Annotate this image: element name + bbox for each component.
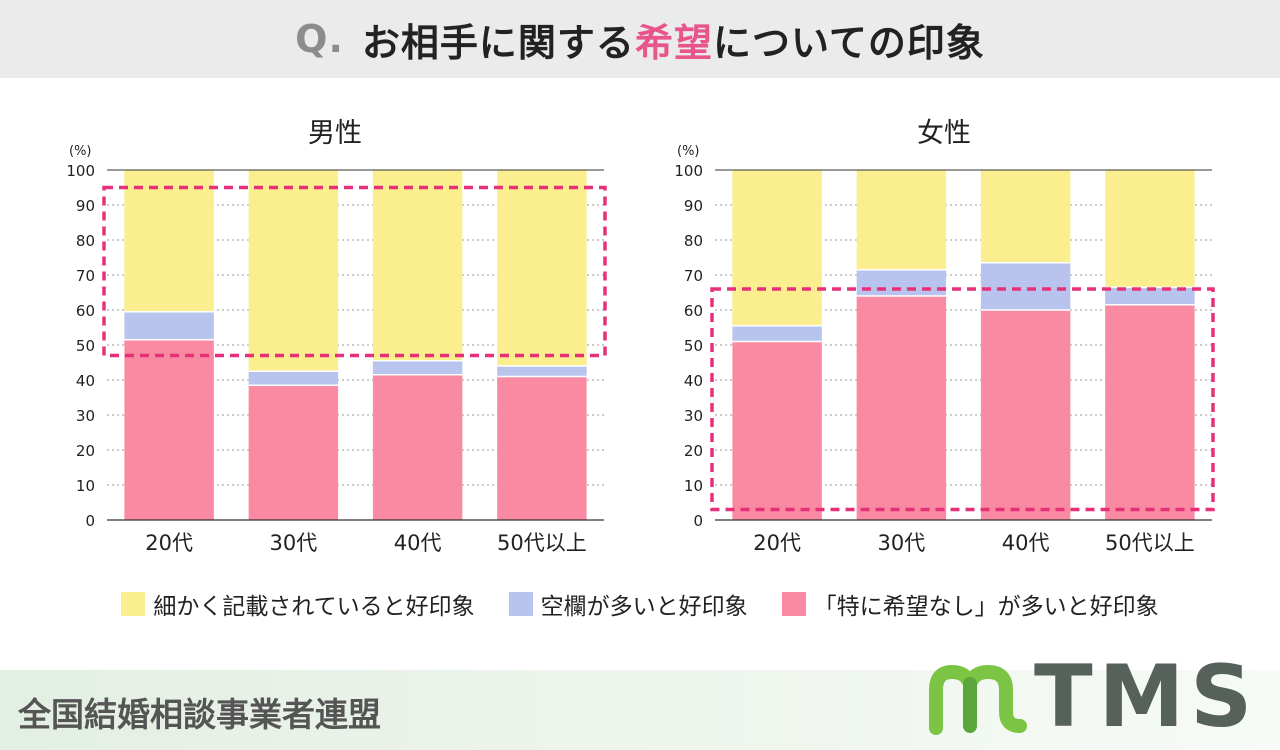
chart1-bar-detailed (372, 170, 463, 361)
chart1-y-tick-label: 20 (76, 442, 95, 460)
legend-item-blank: 空欄が多いと好印象 (508, 587, 748, 621)
title-highlight: 希望 (634, 20, 713, 65)
chart1-y-tick-label: 90 (76, 197, 95, 215)
chart2-x-tick-label: 40代 (1002, 531, 1050, 555)
chart2-bar-blank (1105, 287, 1195, 305)
chart2-bar-blank (856, 269, 947, 296)
legend-swatch-detailed (121, 592, 146, 616)
chart2-y-tick-label: 50 (684, 337, 703, 355)
chart1-unit-label: (%) (69, 144, 92, 159)
chart2-y-tick-label: 30 (684, 407, 703, 425)
chart1-bar-none (124, 339, 214, 520)
chart2-y-tick-label: 90 (684, 197, 703, 215)
chart1-x-tick-label: 20代 (145, 531, 193, 555)
legend-item-none: 「特に希望なし」が多いと好印象 (781, 587, 1159, 621)
chart2-y-tick-label: 0 (693, 512, 703, 530)
chart1-bar-detailed (124, 170, 214, 312)
chart1-x-tick-label: 30代 (270, 531, 318, 555)
chart2-y-tick-label: 10 (684, 477, 703, 495)
chart2-y-tick-label: 20 (684, 442, 703, 460)
chart2-title: 女性 (917, 118, 971, 149)
chart2-bar-detailed (980, 170, 1071, 263)
chart1-x-tick-label: 50代以上 (497, 531, 587, 555)
chart1-bar-blank (372, 360, 463, 375)
chart1-title: 男性 (308, 118, 362, 149)
chart2-y-tick-label: 70 (684, 267, 703, 285)
chart2-bar-detailed (732, 170, 822, 326)
legend-label-none: 「特に希望なし」が多いと好印象 (813, 594, 1159, 620)
legend-label-detailed: 細かく記載されていると好印象 (153, 594, 475, 620)
legend-swatch-none (781, 592, 806, 616)
chart2-bar-blank (980, 262, 1071, 310)
chart1-y-tick-label: 10 (76, 477, 95, 495)
chart2-y-tick-label: 60 (684, 302, 703, 320)
chart2-y-tick-label: 40 (684, 372, 703, 390)
q-label: Q. (295, 17, 344, 61)
logo-m-icon (929, 665, 1027, 735)
chart1-y-tick-label: 50 (76, 337, 95, 355)
title-text-before: お相手に関する (361, 20, 635, 65)
title-text-after: についての印象 (712, 20, 985, 65)
chart1-x-tick-label: 40代 (394, 531, 442, 555)
chart1-bar-none (372, 374, 463, 520)
chart1-y-tick-label: 30 (76, 407, 95, 425)
chart2-bar-detailed (856, 170, 947, 270)
chart2-x-tick-label: 30代 (878, 531, 926, 555)
chart1-y-tick-label: 70 (76, 267, 95, 285)
chart1-y-tick-label: 100 (66, 162, 95, 180)
chart1-bar-none (248, 385, 339, 520)
page-title: Q. お相手に関する 希望 についての印象 (0, 0, 1280, 78)
chart2-bar-none (856, 296, 947, 520)
chart1-bar-detailed (248, 170, 339, 372)
chart1-y-tick-label: 80 (76, 232, 95, 250)
legend-label-blank: 空欄が多いと好印象 (540, 594, 748, 620)
chart1-bar-blank (124, 311, 214, 340)
chart1-y-tick-label: 60 (76, 302, 95, 320)
legend-item-detailed: 細かく記載されていると好印象 (121, 587, 475, 621)
chart2-x-tick-label: 50代以上 (1105, 531, 1195, 555)
chart2-bar-none (732, 341, 822, 520)
chart1-bar-blank (497, 366, 587, 377)
logo-text: TMS (1034, 647, 1259, 747)
legend-swatch-blank (508, 592, 533, 616)
chart1-y-tick-label: 40 (76, 372, 95, 390)
legend: 細かく記載されていると好印象 空欄が多いと好印象 「特に希望なし」が多いと好印象 (0, 582, 1280, 626)
chart2-bar-none (980, 310, 1071, 520)
chart1-bar-none (497, 376, 587, 520)
chart1-highlight-box (102, 185, 607, 358)
chart2-bar-detailed (1105, 170, 1195, 288)
footer: 全国結婚相談事業者連盟 (0, 670, 1280, 750)
chart2-x-tick-label: 20代 (753, 531, 801, 555)
chart1-bar-detailed (497, 170, 587, 366)
chart1-bar-blank (248, 371, 339, 386)
tms-logo: TMS (922, 650, 1267, 745)
chart1-y-tick-label: 0 (85, 512, 95, 530)
chart2-y-tick-label: 100 (674, 162, 703, 180)
org-name: 全国結婚相談事業者連盟 (18, 695, 381, 734)
chart2-y-tick-label: 80 (684, 232, 703, 250)
chart2-bar-blank (732, 325, 822, 342)
chart2-bar-none (1105, 304, 1195, 520)
chart2-unit-label: (%) (677, 144, 700, 159)
